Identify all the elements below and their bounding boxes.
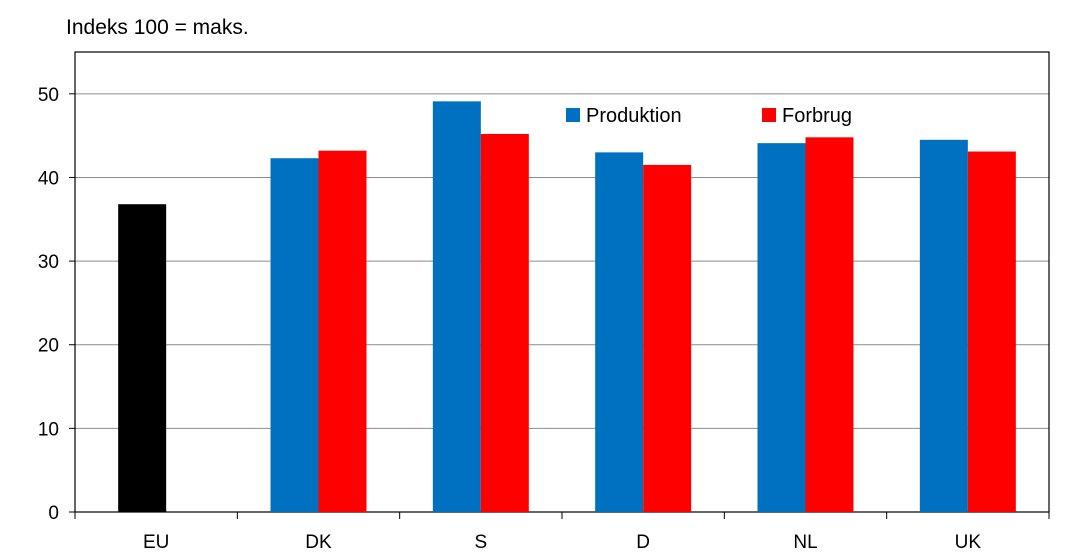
bar-produktion-dk (270, 158, 319, 512)
bar-forbrug-d (643, 164, 692, 512)
bar-eu (118, 204, 167, 512)
y-tick-label: 0 (48, 503, 59, 524)
legend-label-produktion: Produktion (586, 105, 682, 127)
legend-label-forbrug: Forbrug (782, 105, 852, 127)
x-tick-label: S (474, 532, 487, 553)
y-tick-label: 40 (38, 168, 59, 189)
y-tick-label: 50 (38, 85, 59, 106)
chart-title: Indeks 100 = maks. (66, 16, 249, 39)
bar-forbrug-nl (805, 137, 854, 513)
x-tick-label: UK (955, 532, 982, 553)
bar-produktion-s (432, 101, 481, 512)
y-tick-label: 20 (38, 336, 59, 357)
bar-produktion-nl (757, 143, 806, 512)
gridlines (75, 93, 1049, 429)
bars (118, 101, 1016, 513)
bar-forbrug-dk (318, 150, 367, 512)
legend: Produktion Forbrug (566, 105, 852, 127)
y-tick-label: 30 (38, 252, 59, 273)
legend-swatch-produktion (566, 108, 580, 122)
plot-area-border (74, 51, 1050, 513)
x-tick-label: EU (143, 532, 169, 553)
x-tick-label: NL (793, 532, 817, 553)
x-tick-label: D (636, 532, 650, 553)
bar-produktion-uk (919, 139, 968, 512)
y-axis-ticks: 0 10 20 30 40 50 (38, 85, 59, 524)
bar-forbrug-uk (967, 151, 1016, 512)
legend-swatch-forbrug (762, 108, 776, 122)
bar-produktion-d (595, 152, 644, 512)
x-axis-ticks: EU DK S D NL UK (143, 532, 981, 553)
x-tick-label: DK (305, 532, 332, 553)
axes (69, 51, 1050, 519)
y-tick-label: 10 (38, 419, 59, 440)
bar-forbrug-s (480, 133, 529, 513)
